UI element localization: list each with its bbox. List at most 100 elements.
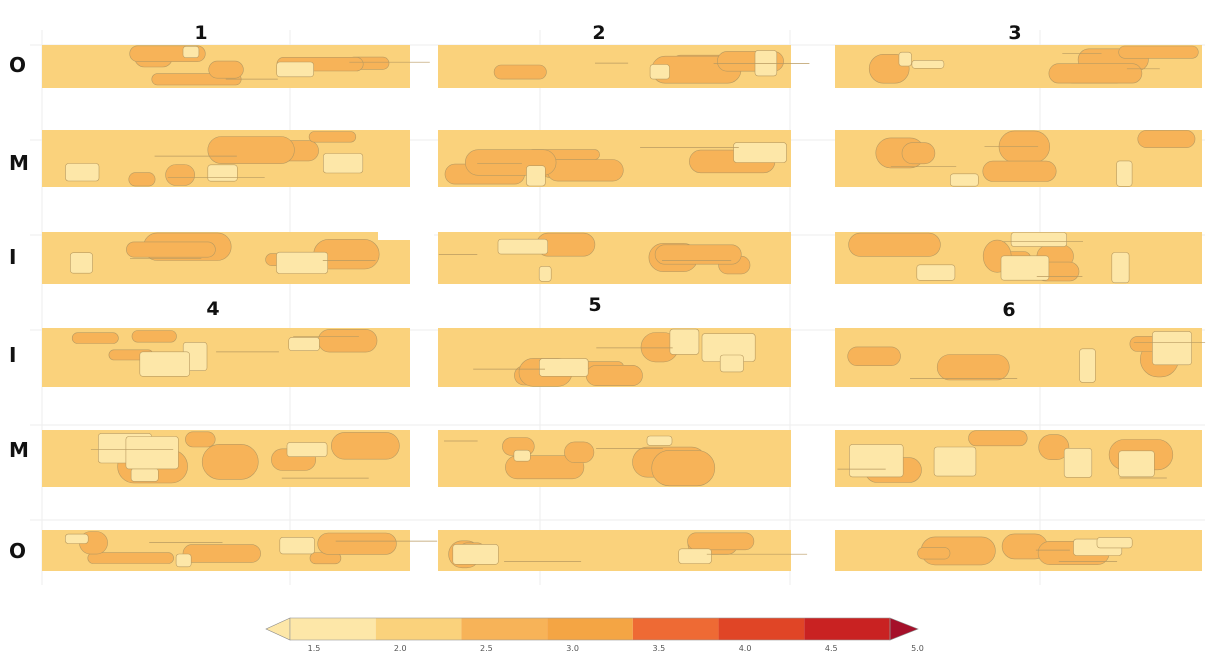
colorbar-tick-label: 4.5 — [825, 644, 838, 653]
contour-patch-low — [719, 354, 744, 373]
row-label-outer-top: O — [9, 53, 27, 77]
contour-patch-low — [916, 264, 956, 281]
contour-patch-low — [1063, 447, 1093, 478]
contour-patch-high — [1048, 63, 1143, 84]
contour-patch-high — [126, 241, 216, 258]
strip-notch — [378, 232, 434, 240]
colorbar-tick-label: 5.0 — [911, 644, 924, 653]
panel-title-1: 1 — [194, 22, 208, 44]
contour-patch-low — [1111, 252, 1130, 284]
contour-patch-high — [847, 346, 901, 366]
contour-patch-low — [649, 64, 670, 80]
colorbar-extend-high — [889, 617, 919, 641]
colorbar-extend-low — [265, 617, 291, 641]
contour-patch-high — [317, 532, 397, 555]
colorbar-segment — [547, 618, 633, 640]
strip-hole — [418, 264, 434, 280]
colorbar-segment — [632, 618, 719, 640]
colorbar-tick-label: 3.0 — [566, 644, 579, 653]
contour-patch-high — [654, 244, 742, 265]
contour-patch-high — [998, 130, 1051, 163]
panel-title-3: 3 — [1008, 22, 1022, 44]
contour-patch-low — [526, 165, 546, 187]
colorbar-segment — [804, 618, 890, 640]
contour-patch-low — [1010, 232, 1067, 247]
contour-patch-low — [539, 358, 589, 377]
contour-patch-high — [917, 547, 951, 560]
row-label-inner-bottom: I — [9, 343, 17, 367]
strip-base-panel5-m2 — [438, 430, 791, 487]
contour-patch-low — [1118, 450, 1155, 478]
contour-patch-low — [286, 442, 328, 457]
contour-patch-low — [279, 536, 315, 555]
contour-patch-high — [308, 131, 357, 143]
contour-patch-low — [513, 449, 531, 462]
contour-patch-high — [207, 136, 295, 164]
contour-patch-low — [276, 251, 329, 274]
contour-patch-low — [207, 164, 238, 182]
contour-patch-low — [65, 163, 100, 182]
contour-patch-high — [936, 354, 1010, 381]
contour-patch-high — [1038, 434, 1070, 461]
contour-patch-high — [546, 159, 624, 182]
colorbar-segment — [718, 618, 805, 640]
contour-patch-low — [139, 351, 190, 377]
contour-patch-high — [131, 330, 177, 343]
colorbar-tick-label: 2.5 — [480, 644, 493, 653]
contour-patch-low — [65, 533, 89, 544]
contour-patch-high — [185, 431, 216, 448]
panel-title-4: 4 — [206, 298, 220, 320]
row-label-inner-top: I — [9, 245, 17, 269]
contour-patch-high — [208, 60, 244, 79]
contour-patch-low — [182, 45, 200, 58]
row-label-middle-top: M — [9, 151, 29, 175]
contour-patch-low — [949, 173, 979, 187]
contour-patch-low — [1096, 537, 1133, 549]
colorbar-segment — [375, 618, 462, 640]
contour-patch-low — [276, 61, 314, 78]
colorbar-tick-label: 2.0 — [394, 644, 407, 653]
contour-patch-high — [165, 164, 196, 186]
panel-title-2: 2 — [592, 22, 606, 44]
contour-patch-low — [678, 548, 712, 564]
contour-patch-low — [175, 553, 192, 568]
contour-patch-low — [646, 435, 673, 446]
contour-patch-high — [901, 142, 936, 165]
contour-patch-low — [1079, 348, 1096, 383]
contour-patch-low — [933, 446, 977, 477]
contour-patch-low — [125, 436, 179, 470]
contour-patch-low — [911, 59, 945, 69]
contour-patch-low — [130, 467, 159, 482]
contour-patch-high — [687, 532, 755, 551]
contour-patch-high — [493, 64, 547, 80]
contour-patch-high — [585, 364, 643, 386]
contour-patch-high — [1137, 130, 1196, 148]
contour-patch-high — [564, 441, 595, 463]
contour-patch-low — [497, 238, 549, 255]
contour-patch-low — [669, 328, 700, 355]
contour-patch-low — [70, 252, 93, 274]
contour-patch-low — [1152, 331, 1192, 366]
contour-patch-low — [1000, 255, 1050, 281]
contour-patch-high — [982, 160, 1057, 182]
contour-patch-low — [898, 51, 912, 67]
colorbar-outline — [289, 617, 891, 641]
contour-patch-high — [1118, 45, 1199, 59]
contour-patch-high — [71, 332, 119, 344]
contour-patch-high — [968, 430, 1028, 447]
colorbar-segment — [290, 618, 376, 640]
contour-patch-low — [754, 50, 778, 77]
contour-patch-high — [848, 232, 941, 257]
contour-patch-low — [1116, 160, 1133, 187]
contour-patch-low — [288, 337, 320, 351]
colorbar-tick-label: 1.5 — [308, 644, 321, 653]
row-label-middle-bottom: M — [9, 438, 29, 462]
contour-patch-high — [201, 443, 259, 480]
contour-patch-high — [330, 432, 400, 460]
colorbar-tick-label: 3.5 — [652, 644, 665, 653]
contour-patch-high — [651, 449, 716, 487]
colorbar-segment — [461, 618, 548, 640]
contour-patch-high — [317, 329, 378, 353]
contour-patch-low — [538, 265, 552, 282]
